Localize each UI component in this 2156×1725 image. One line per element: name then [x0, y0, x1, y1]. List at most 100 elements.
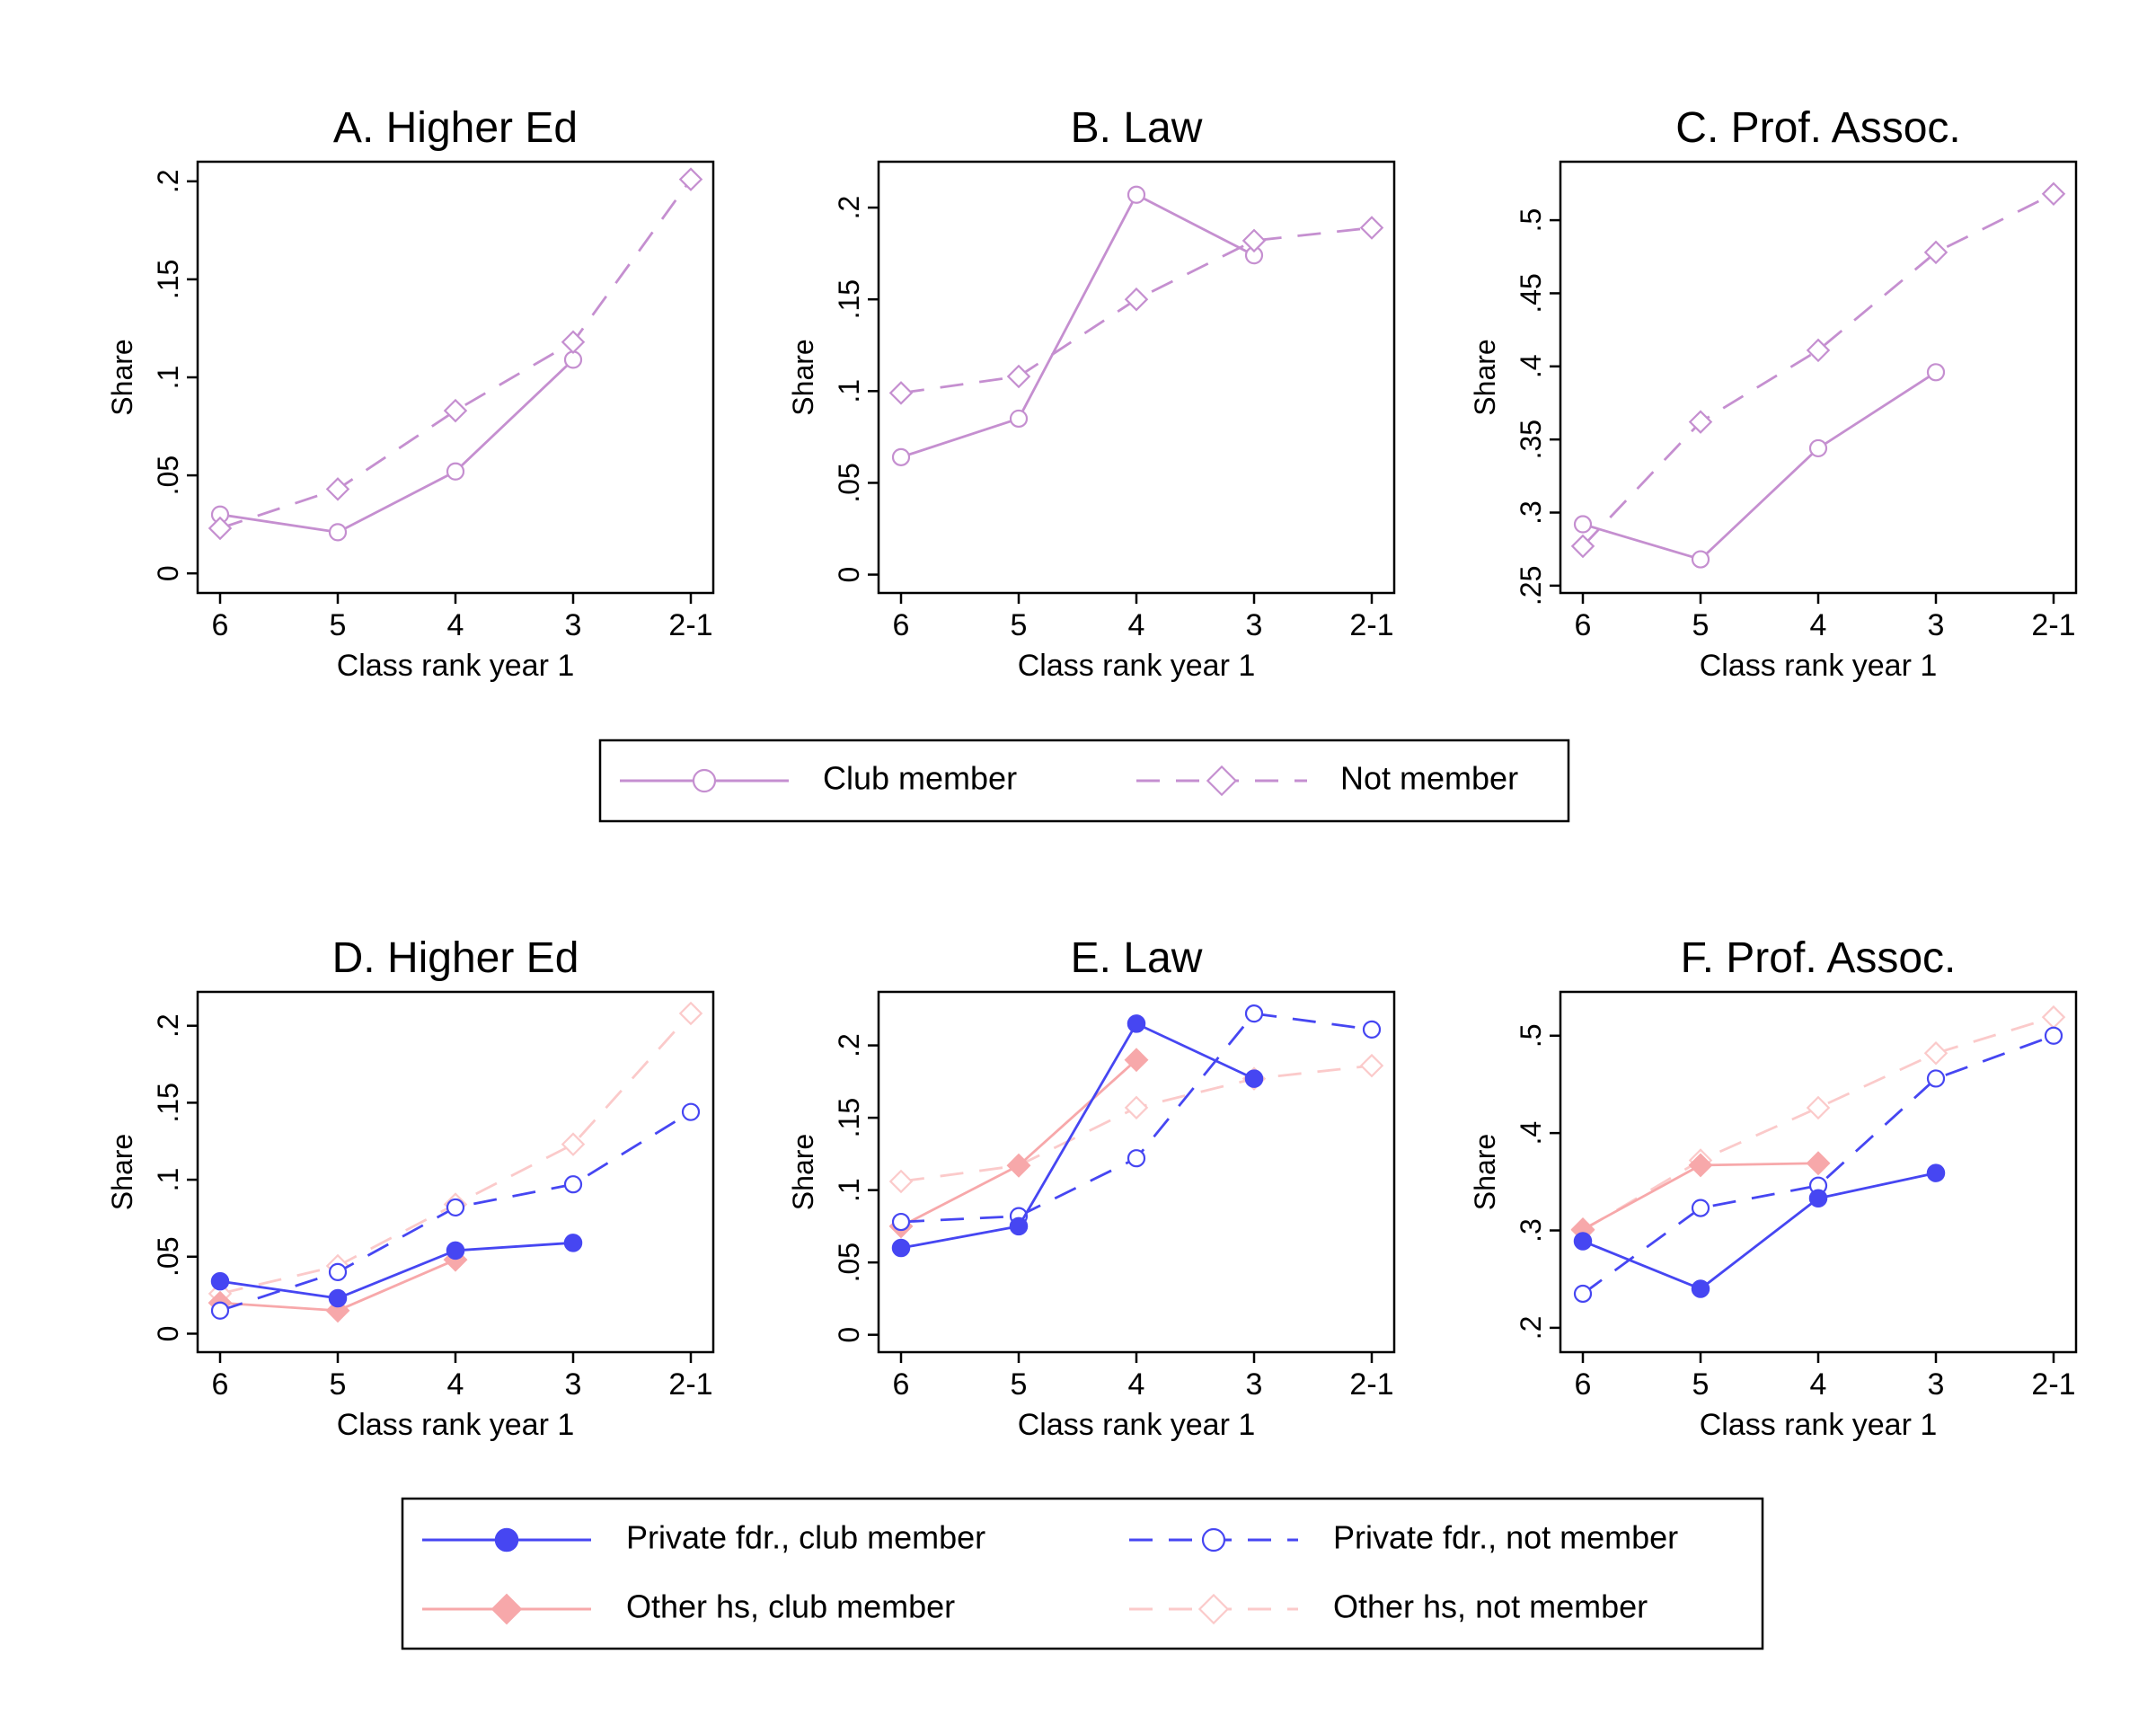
series-private_club: [891, 1014, 1264, 1258]
point-other_not: [1923, 1041, 1948, 1066]
point-private_not: [1926, 1069, 1946, 1088]
point-other_not: [1806, 1095, 1831, 1120]
point-notmember: [1359, 216, 1384, 240]
point-notmember: [1688, 410, 1713, 434]
point-other_club: [1006, 1153, 1031, 1178]
series-private_not: [210, 1102, 701, 1320]
y-tick-label: .25: [1515, 566, 1547, 606]
x-axis-label: Class rank year 1: [1018, 649, 1256, 683]
series-line-private_club: [219, 1241, 574, 1300]
series-private_club: [210, 1234, 583, 1308]
point-private_not: [563, 1175, 583, 1194]
point-private_not: [681, 1102, 701, 1121]
series-line-notmember: [219, 178, 693, 530]
y-axis-label: Share: [1469, 339, 1501, 415]
y-tick-label: .05: [833, 463, 865, 502]
series-line-club: [900, 193, 1255, 459]
point-private_club: [1009, 1216, 1029, 1236]
y-tick-label: .35: [1515, 420, 1547, 459]
legend-marker-private_club: [494, 1527, 519, 1552]
series-club: [1573, 363, 1946, 569]
series-notmember: [1570, 181, 2066, 559]
legend-label-club-member: Club member: [823, 760, 1017, 797]
point-club: [1573, 515, 1593, 534]
x-tick-label: 2-1: [1349, 608, 1393, 642]
point-private_club: [1244, 1069, 1264, 1088]
panel-title-d: D. Higher Ed: [332, 934, 579, 982]
x-tick-label: 5: [1011, 1367, 1028, 1402]
y-tick-label: .05: [152, 1237, 184, 1277]
legend-marker-notmember: [1206, 765, 1238, 797]
panel-d: D. Higher Ed 0 .05 .1 .15 .2 Share 6 5 4 3 2-1 Class…: [106, 934, 715, 1442]
x-tick-label: 6: [1575, 608, 1592, 642]
legend-label-other-club: Other hs, club member: [626, 1588, 955, 1625]
point-notmember: [1241, 228, 1267, 253]
x-tick-label: 3: [565, 608, 582, 642]
x-axis-label: Class rank year 1: [1700, 1408, 1938, 1442]
legend-key-private-club: [422, 1527, 591, 1552]
point-notmember: [888, 381, 914, 405]
point-private_club: [1926, 1163, 1946, 1182]
panel-c: C. Prof. Assoc. .25 .3 .35 .4 .45 .5 Share 6 5 4 3 2…: [1469, 104, 2078, 683]
x-tick-label: 5: [330, 1367, 347, 1402]
legend-label-private-club: Private fdr., club member: [626, 1519, 985, 1556]
x-axis-label: Class rank year 1: [1700, 649, 1938, 683]
legend-marker-other_club: [490, 1593, 523, 1625]
legend-bottom-frame: [401, 1497, 1764, 1650]
point-private_club: [1691, 1279, 1710, 1298]
point-notmember: [1806, 338, 1831, 363]
point-private_not: [328, 1262, 348, 1281]
point-private_not: [1244, 1004, 1264, 1023]
point-club: [1808, 438, 1828, 458]
point-private_club: [1127, 1014, 1146, 1033]
x-tick-label: 3: [1246, 1367, 1263, 1402]
point-club: [1127, 185, 1146, 204]
point-private_not: [2044, 1026, 2063, 1045]
legend-marker-club: [692, 768, 717, 793]
point-notmember: [678, 167, 703, 191]
y-axis-label: Share: [787, 1134, 819, 1210]
x-tick-label: 4: [1128, 608, 1145, 642]
series-notmember: [888, 216, 1384, 405]
point-club: [328, 523, 348, 542]
point-private_not: [1127, 1149, 1146, 1168]
y-tick-label: 0: [152, 565, 184, 581]
x-tick-label: 6: [893, 608, 910, 642]
point-private_not: [891, 1212, 911, 1232]
point-private_club: [891, 1238, 911, 1258]
y-tick-label: .45: [1515, 273, 1547, 313]
panel-title-b: B. Law: [1071, 104, 1203, 152]
point-private_club: [1808, 1189, 1828, 1208]
x-tick-label: 2-1: [668, 608, 712, 642]
y-tick-label: .2: [833, 196, 865, 220]
y-tick-label: .05: [833, 1243, 865, 1282]
x-axis-label: Class rank year 1: [337, 1408, 575, 1442]
y-tick-label: .5: [1515, 1023, 1547, 1048]
point-other_not: [678, 1001, 703, 1026]
point-club: [1926, 363, 1946, 382]
point-private_not: [1691, 1199, 1710, 1217]
point-club: [891, 447, 911, 466]
y-tick-label: .15: [152, 1083, 184, 1122]
x-axis-label: Class rank year 1: [1018, 1408, 1256, 1442]
legend-key-not-member: [1136, 765, 1307, 797]
y-axis-label: Share: [1469, 1134, 1501, 1210]
x-axis-label: Class rank year 1: [337, 649, 575, 683]
point-private_not: [210, 1301, 230, 1320]
panel-title-c: C. Prof. Assoc.: [1675, 104, 1960, 152]
series-line-private_club: [1582, 1172, 1937, 1290]
series-private_not: [1573, 1026, 2063, 1304]
point-private_club: [446, 1241, 465, 1261]
point-notmember: [1923, 240, 1948, 265]
point-private_not: [446, 1198, 465, 1217]
x-tick-label: 6: [212, 608, 229, 642]
legend-key-club-member: [620, 768, 789, 793]
y-tick-label: .15: [152, 260, 184, 299]
point-private_club: [328, 1288, 348, 1308]
panel-title-e: E. Law: [1071, 934, 1203, 982]
y-axis-label: Share: [106, 1134, 138, 1210]
y-tick-label: .2: [152, 1013, 184, 1038]
point-club: [1691, 550, 1710, 569]
point-notmember: [208, 516, 233, 541]
